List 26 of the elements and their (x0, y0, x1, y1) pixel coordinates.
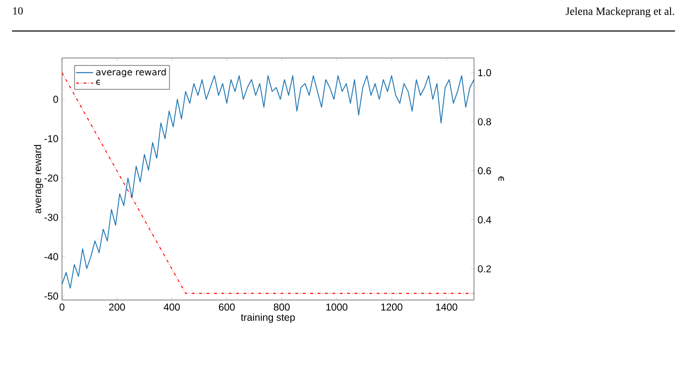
x-axis-title: training step (240, 313, 295, 323)
y2-tick-label: 1.0 (478, 69, 492, 76)
y-tick-label: -40 (44, 253, 58, 260)
text: Jelena Mackeprang et al. (566, 7, 674, 18)
y-tick-label: -50 (44, 292, 58, 300)
y-axis-title: average reward (34, 144, 44, 214)
x-tick-label: 400 (164, 304, 180, 311)
y2-tick-label: 0.6 (478, 167, 492, 174)
y2-tick-label: 0.2 (478, 265, 491, 272)
x-tick-label: 200 (109, 304, 125, 311)
y-tick-label: 0 (53, 96, 58, 103)
legend-label: ϵ (96, 80, 100, 85)
x-tick-label: 1200 (381, 304, 402, 311)
legend-label: average reward (96, 68, 166, 78)
y-tick-label: -10 (44, 135, 58, 142)
y-tick-label: -30 (44, 214, 58, 221)
x-tick-label: 0 (60, 304, 64, 311)
y2-tick-label: 0.8 (478, 118, 492, 126)
x-tick-label: 800 (274, 304, 290, 311)
x-tick-label: 600 (218, 304, 235, 311)
y2-tick-label: 0.4 (478, 216, 492, 224)
y2-axis-title: ϵ (498, 176, 504, 181)
y-tick-label: -20 (44, 174, 58, 182)
x-tick-label: 1000 (326, 304, 348, 311)
x-tick-label: 1400 (436, 304, 458, 311)
text: 10 (13, 7, 23, 15)
